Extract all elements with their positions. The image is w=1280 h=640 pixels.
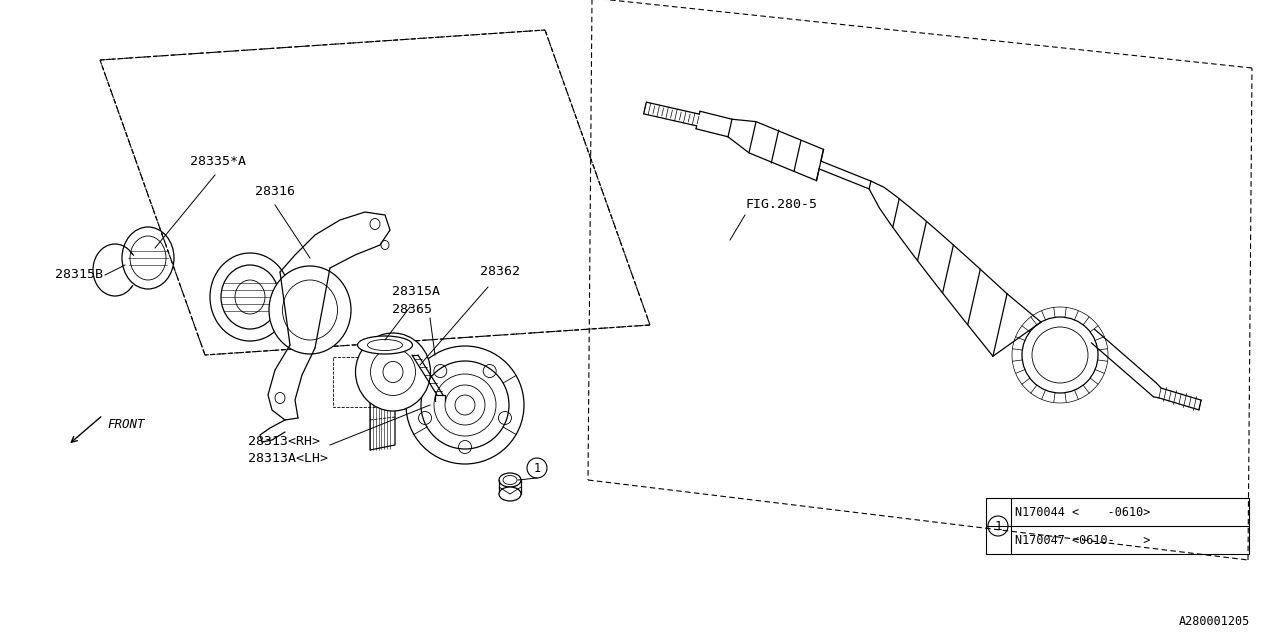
Ellipse shape	[269, 266, 351, 354]
Bar	[333, 357, 413, 407]
Text: 28362: 28362	[480, 265, 520, 278]
Ellipse shape	[406, 346, 524, 464]
Ellipse shape	[356, 333, 430, 411]
Text: 28365: 28365	[392, 303, 433, 316]
Text: N170044 <    -0610>: N170044 < -0610>	[1015, 506, 1151, 518]
Ellipse shape	[357, 336, 412, 354]
Text: A280001205: A280001205	[1179, 615, 1251, 628]
Ellipse shape	[210, 253, 291, 341]
Text: 28313<RH>: 28313<RH>	[248, 435, 320, 448]
Ellipse shape	[499, 487, 521, 501]
Text: FRONT: FRONT	[108, 418, 145, 431]
Ellipse shape	[499, 473, 521, 487]
Text: N170047 <0610-    >: N170047 <0610- >	[1015, 534, 1151, 547]
Text: 1: 1	[534, 461, 540, 474]
Text: 28335*A: 28335*A	[189, 155, 246, 168]
Text: 28315A: 28315A	[392, 285, 440, 298]
Text: 28313A<LH>: 28313A<LH>	[248, 452, 328, 465]
Text: 28316: 28316	[255, 185, 294, 198]
Bar	[986, 498, 1249, 554]
Text: 1: 1	[995, 520, 1002, 532]
Text: 28315B: 28315B	[55, 268, 102, 281]
Text: FIG.280-5: FIG.280-5	[745, 198, 817, 211]
